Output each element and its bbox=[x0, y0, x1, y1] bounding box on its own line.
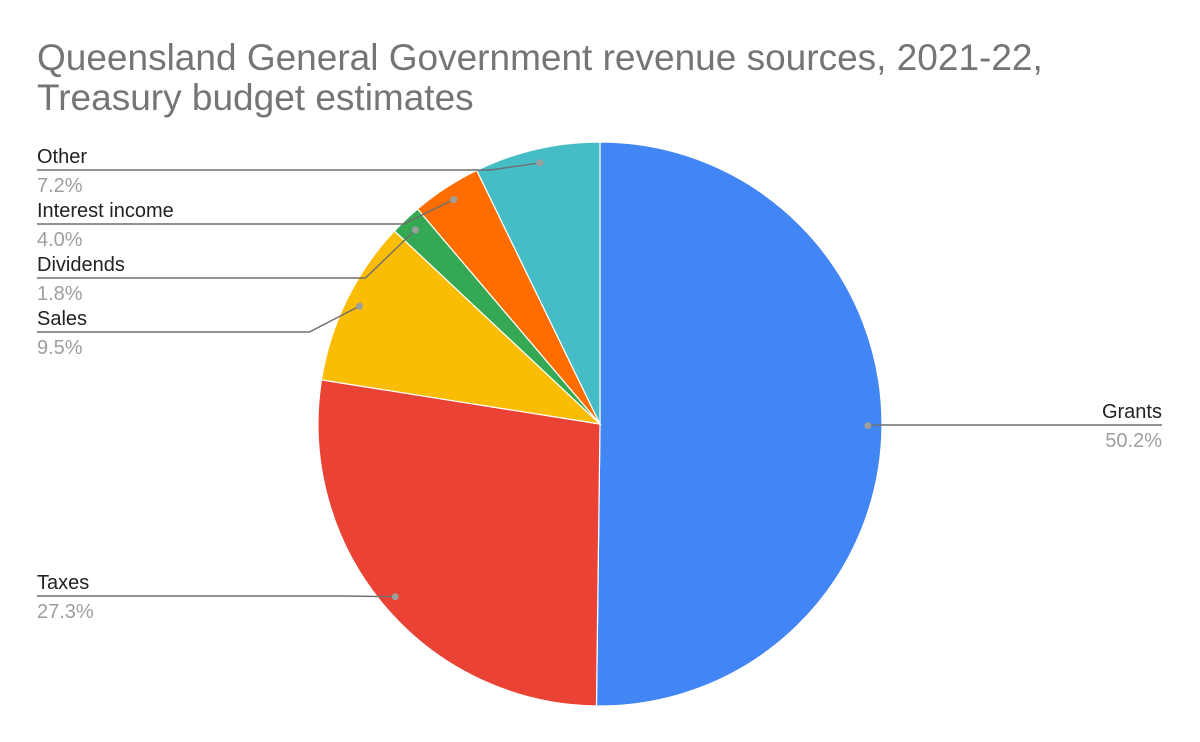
leader-line-interest-income bbox=[37, 198, 454, 225]
pie-label-group-taxes: Taxes 27.3% bbox=[37, 572, 399, 623]
slice-label-taxes: Taxes bbox=[37, 572, 89, 594]
slice-label-sales: Sales bbox=[37, 308, 87, 330]
slice-value-dividends: 1.8% bbox=[37, 283, 83, 305]
leader-line-taxes bbox=[37, 595, 396, 598]
pie-label-group-grants: Grants 50.2% bbox=[864, 401, 1162, 452]
slice-value-grants: 50.2% bbox=[1105, 430, 1162, 452]
pie-slice-other bbox=[475, 141, 601, 425]
pie-slice-sales bbox=[320, 230, 602, 425]
pie-label-group-other: Other 7.2% bbox=[37, 146, 544, 197]
slice-value-interest-income: 4.0% bbox=[37, 229, 83, 251]
chart-title: Queensland General Government revenue so… bbox=[37, 37, 1043, 118]
leader-dot-taxes bbox=[391, 593, 399, 601]
leader-line-grants bbox=[867, 424, 1162, 427]
leader-dot-other bbox=[536, 159, 544, 167]
slice-value-sales: 9.5% bbox=[37, 337, 83, 359]
slice-value-other: 7.2% bbox=[37, 175, 83, 197]
leader-line-sales bbox=[37, 305, 360, 333]
pie-slices bbox=[317, 141, 883, 707]
pie-label-group-sales: Sales 9.5% bbox=[37, 302, 363, 359]
leader-line-dividends bbox=[37, 229, 416, 279]
slice-label-dividends: Dividends bbox=[37, 254, 125, 276]
pie-label-group-interest-income: Interest income 4.0% bbox=[37, 196, 458, 251]
pie-slice-taxes bbox=[317, 379, 601, 707]
slice-label-other: Other bbox=[37, 146, 87, 168]
slice-label-grants: Grants bbox=[1102, 401, 1162, 423]
slice-label-interest-income: Interest income bbox=[37, 200, 174, 222]
pie-label-group-dividends: Dividends 1.8% bbox=[37, 226, 419, 305]
leader-line-other bbox=[37, 162, 541, 171]
leader-dot-grants bbox=[864, 422, 872, 430]
pie-slice-grants bbox=[595, 141, 883, 707]
leader-dot-sales bbox=[355, 302, 363, 310]
leader-dot-interest-income bbox=[450, 196, 458, 204]
leader-dot-dividends bbox=[411, 226, 419, 234]
slice-value-taxes: 27.3% bbox=[37, 601, 94, 623]
pie-labels: Grants 50.2% Taxes 27.3% Sales 9.5% Dividends 1… bbox=[37, 146, 1162, 623]
